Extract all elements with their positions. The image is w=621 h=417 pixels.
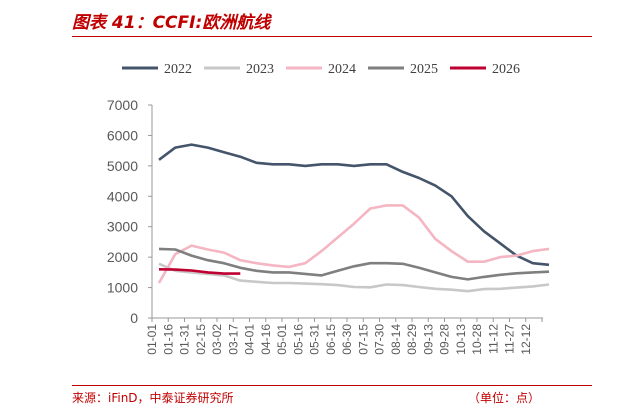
x-tick-label: 10-28 xyxy=(470,324,484,355)
legend-label-2024: 2024 xyxy=(328,62,356,77)
series-line-2022 xyxy=(158,143,550,267)
legend-label-2025: 2025 xyxy=(410,62,438,77)
x-tick-label: 11-12 xyxy=(486,324,500,354)
series-line-2024 xyxy=(157,204,550,284)
chart-title: 图表 41：CCFI:欧洲航线 xyxy=(72,13,271,33)
x-tick-label: 07-15 xyxy=(356,324,370,355)
series-line-2026 xyxy=(158,268,241,275)
x-tick-label: 04-16 xyxy=(259,324,273,355)
legend-label-2023: 2023 xyxy=(246,62,274,77)
x-tick-label: 12-12 xyxy=(519,324,533,355)
x-tick-label: 09-28 xyxy=(438,324,452,355)
x-tick-label: 04-01 xyxy=(243,324,257,355)
x-tick-label: 05-01 xyxy=(275,324,289,355)
legend-label-2026: 2026 xyxy=(492,62,520,77)
x-tick-label: 03-02 xyxy=(210,324,224,355)
y-tick-label: 1000 xyxy=(107,280,138,296)
x-tick-label: 08-29 xyxy=(405,324,419,355)
title-divider xyxy=(72,36,592,37)
x-tick-label: 07-30 xyxy=(373,324,387,355)
y-tick-label: 3000 xyxy=(107,219,138,235)
x-tick-label: 05-16 xyxy=(291,324,305,355)
series-line-2023 xyxy=(158,262,550,293)
y-tick-label: 2000 xyxy=(107,249,138,265)
x-tick-label: 08-14 xyxy=(389,324,403,355)
x-tick-label: 01-31 xyxy=(178,324,192,355)
footer-divider xyxy=(72,385,592,386)
series-line-2025 xyxy=(158,247,550,281)
x-tick-label: 02-15 xyxy=(194,324,208,355)
x-tick-label: 01-01 xyxy=(145,324,159,355)
x-tick-label: 01-16 xyxy=(161,324,175,355)
y-tick-label: 4000 xyxy=(107,188,138,204)
x-tick-label: 06-15 xyxy=(324,324,338,355)
y-tick-label: 5000 xyxy=(107,158,138,174)
x-tick-label: 11-27 xyxy=(503,324,517,354)
y-tick-label: 6000 xyxy=(107,127,138,143)
unit-note: （单位：点） xyxy=(468,391,541,405)
legend-label-2022: 2022 xyxy=(164,62,192,77)
x-tick-label: 10-13 xyxy=(454,324,468,355)
y-tick-label: 0 xyxy=(130,310,138,326)
x-tick-label: 09-13 xyxy=(421,324,435,355)
x-tick-label: 05-31 xyxy=(308,324,322,355)
y-tick-label: 7000 xyxy=(107,97,138,113)
x-tick-label: 03-17 xyxy=(226,324,240,355)
source-note: 来源：iFinD，中泰证券研究所 xyxy=(72,391,234,405)
x-tick-label: 06-30 xyxy=(340,324,354,355)
